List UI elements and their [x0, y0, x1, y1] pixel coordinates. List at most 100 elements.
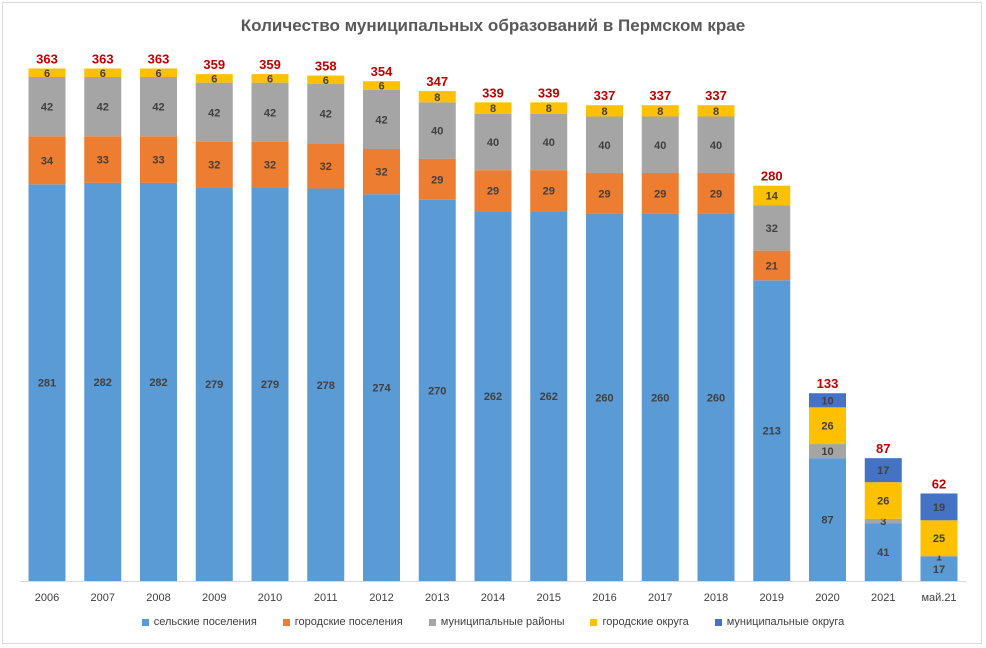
total-value-label: 337 [705, 88, 727, 103]
segment-value-label: 8 [546, 103, 552, 115]
total-value-label: 363 [148, 52, 170, 67]
bar-segment [140, 76, 177, 137]
legend-label: муниципальные округа [726, 616, 845, 628]
bar-segment [753, 185, 791, 206]
bar-segment [753, 250, 791, 281]
x-tick-label: 2007 [91, 592, 115, 604]
segment-value-label: 32 [208, 160, 220, 172]
segment-value-label: 40 [598, 140, 610, 152]
segment-value-label: 213 [763, 426, 781, 438]
bar-segment [586, 213, 623, 581]
segment-value-label: 8 [601, 106, 607, 118]
legend-swatch [590, 618, 598, 626]
segment-value-label: 29 [710, 188, 722, 200]
total-value-label: 339 [538, 85, 560, 100]
segment-value-label: 40 [654, 140, 666, 152]
bar-segment [530, 102, 568, 114]
x-tick-label: 2021 [871, 592, 895, 604]
bar-segment [251, 74, 289, 83]
segment-value-label: 6 [211, 73, 217, 85]
segment-value-label: 42 [208, 107, 220, 119]
bar-segment [418, 102, 456, 159]
x-tick-label: 2008 [146, 592, 170, 604]
bar-segment [195, 82, 233, 142]
bar-segment [641, 116, 679, 173]
bar-segment [307, 84, 345, 144]
bar-segment [195, 74, 233, 83]
segment-value-label: 40 [487, 137, 499, 149]
segment-value-label: 282 [149, 377, 167, 389]
segment-value-label: 40 [431, 126, 443, 138]
bar-segment [474, 102, 512, 114]
segment-value-label: 279 [261, 379, 279, 391]
bar-segment [28, 136, 66, 185]
legend-item: муниципальные округа [714, 616, 845, 628]
segment-value-label: 26 [877, 496, 889, 508]
segment-value-label: 6 [323, 75, 329, 87]
chart-title: Количество муниципальных образований в П… [240, 16, 746, 35]
legend-swatch [428, 618, 436, 626]
segment-value-label: 6 [378, 80, 384, 92]
bar-segment [530, 113, 568, 171]
segment-value-label: 10 [821, 395, 833, 407]
total-value-label: 337 [594, 88, 616, 103]
total-value-label: 354 [371, 64, 393, 79]
legend-label: городские округа [602, 616, 689, 628]
segment-value-label: 21 [766, 260, 778, 272]
segment-value-label: 19 [933, 502, 945, 514]
segment-value-label: 3 [880, 516, 886, 528]
segment-value-label: 281 [38, 378, 56, 390]
bar-segment [586, 172, 623, 214]
total-value-label: 280 [761, 169, 783, 184]
segment-value-label: 8 [713, 106, 719, 118]
segment-value-label: 32 [320, 161, 332, 173]
bar-segment [864, 523, 902, 581]
segment-value-label: 8 [657, 106, 663, 118]
segment-value-label: 8 [490, 103, 496, 115]
segment-value-label: 33 [97, 155, 109, 167]
legend-swatch [714, 618, 722, 626]
bar-segment [363, 194, 400, 581]
bar-segment [474, 211, 512, 581]
legend-item: сельские поселения [141, 616, 257, 628]
segment-value-label: 260 [651, 392, 669, 404]
bar-segment [251, 187, 289, 582]
bar-segment [530, 211, 568, 581]
chart-legend: сельские поселения городские поселения мун… [0, 616, 986, 628]
bar-segment [251, 82, 289, 142]
segment-value-label: 10 [821, 446, 833, 458]
segment-value-label: 274 [372, 383, 391, 395]
legend-item: городские округа [590, 616, 689, 628]
legend-swatch [141, 618, 149, 626]
bar-segment [920, 555, 958, 557]
total-value-label: 339 [482, 85, 504, 100]
segment-value-label: 14 [766, 191, 779, 203]
segment-value-label: 29 [543, 186, 555, 198]
bar-segment [641, 172, 679, 214]
segment-value-label: 29 [598, 188, 610, 200]
segment-value-label: 40 [710, 140, 722, 152]
bar-segment [697, 105, 735, 117]
bar-segment [697, 172, 735, 214]
bar-segment [195, 141, 233, 188]
bar-segment [586, 105, 623, 117]
legend-label: муниципальные районы [440, 616, 565, 628]
x-tick-label: 2010 [258, 592, 282, 604]
segment-value-label: 32 [264, 160, 276, 172]
bar-segment [363, 81, 400, 90]
bar-segment [84, 68, 122, 77]
segment-value-label: 282 [94, 377, 112, 389]
segment-value-label: 6 [100, 68, 106, 80]
bar-segment [641, 213, 679, 581]
bar-segment [697, 213, 735, 581]
total-value-label: 133 [817, 376, 839, 391]
segment-value-label: 262 [540, 391, 558, 403]
x-tick-label: 2013 [425, 592, 449, 604]
bar-segment [474, 170, 512, 212]
total-value-label: 337 [649, 88, 671, 103]
segment-value-label: 32 [375, 167, 387, 179]
segment-value-label: 42 [320, 109, 332, 121]
segment-value-label: 17 [877, 465, 889, 477]
segment-value-label: 29 [654, 188, 666, 200]
